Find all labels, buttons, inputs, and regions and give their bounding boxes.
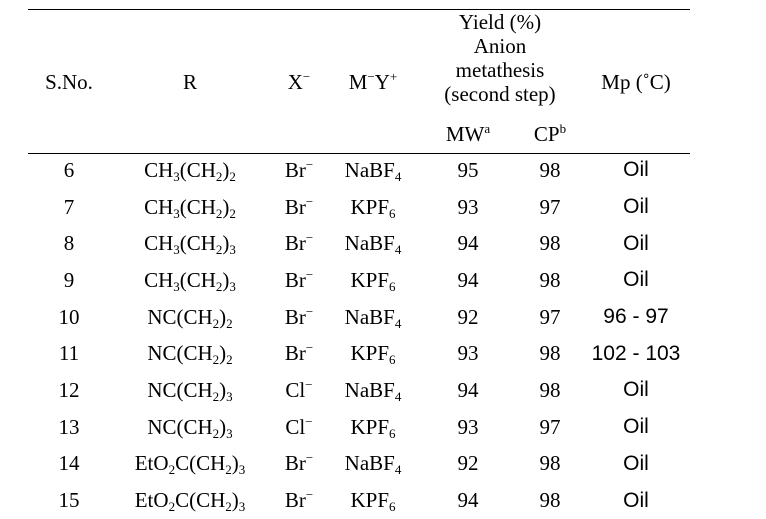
cell-x: Br−: [284, 230, 314, 256]
cell-cp: 98: [539, 488, 561, 513]
cell-mp: Oil: [623, 378, 649, 402]
cell-r: EtO2C(CH2)3: [134, 488, 246, 515]
cell-metal-salt: NaBF4: [344, 377, 402, 404]
cell-mw: 92: [457, 304, 479, 329]
cell-metal-salt: KPF6: [350, 267, 396, 294]
table-row: 10 NC(CH2)2 Br− NaBF4 92 97 96 - 97: [28, 299, 690, 336]
cell-sno: 14: [58, 451, 80, 476]
cell-mw: 94: [457, 488, 479, 513]
cell-cp: 98: [539, 377, 561, 402]
cell-x: Br−: [284, 450, 314, 476]
cell-mw: 93: [457, 414, 479, 439]
cell-x: Br−: [284, 487, 314, 513]
header-mp: Mp (˚C): [601, 70, 671, 94]
cell-sno: 9: [63, 267, 75, 292]
cell-sno: 11: [58, 341, 80, 366]
cell-r: NC(CH2)2: [147, 304, 233, 331]
cell-mw: 94: [457, 377, 479, 402]
cell-mp: Oil: [623, 415, 649, 439]
cell-r: CH3(CH2)3: [144, 267, 236, 294]
cell-metal-salt: NaBF4: [344, 157, 402, 184]
header-metal-salt: M−Y+: [348, 69, 398, 94]
cell-r: CH3(CH2)2: [144, 157, 236, 184]
cell-cp: 98: [539, 157, 561, 182]
cell-metal-salt: KPF6: [350, 414, 396, 441]
cell-mw: 94: [457, 231, 479, 256]
table-row: 13 NC(CH2)3 Cl− KPF6 93 97 Oil: [28, 409, 690, 446]
cell-sno: 7: [63, 194, 75, 219]
cell-mw: 93: [457, 194, 479, 219]
cell-cp: 97: [539, 304, 561, 329]
cell-sno: 12: [58, 377, 80, 402]
cell-r: CH3(CH2)2: [144, 194, 236, 221]
cell-metal-salt: NaBF4: [344, 231, 402, 258]
cell-x: Br−: [284, 303, 314, 329]
header-r: R: [182, 70, 197, 94]
cell-mp: Oil: [623, 451, 649, 475]
cell-sno: 13: [58, 414, 80, 439]
cell-x: Br−: [284, 340, 314, 366]
header-yield-line2: Anion: [473, 34, 527, 58]
header-sno: S.No.: [45, 70, 93, 94]
header-yield: Yield (%) Anion metathesis (second step): [418, 10, 582, 106]
cell-mp: Oil: [623, 268, 649, 292]
cell-cp: 98: [539, 451, 561, 476]
cell-mp: Oil: [623, 231, 649, 255]
cell-cp: 98: [539, 341, 561, 366]
cell-cp: 97: [539, 194, 561, 219]
cell-mp: Oil: [623, 195, 649, 219]
header-cp: CPb: [533, 121, 567, 146]
table-top-rule: [28, 9, 690, 10]
cell-cp: 98: [539, 231, 561, 256]
table-row: 15 EtO2C(CH2)3 Br− KPF6 94 98 Oil: [28, 482, 690, 519]
cell-r: NC(CH2)3: [147, 377, 233, 404]
header-yield-line3: metathesis: [455, 58, 545, 82]
table-row: 11 NC(CH2)2 Br− KPF6 93 98 102 - 103: [28, 335, 690, 372]
cell-metal-salt: NaBF4: [344, 304, 402, 331]
cell-mw: 94: [457, 267, 479, 292]
table-row: 9 CH3(CH2)3 Br− KPF6 94 98 Oil: [28, 262, 690, 299]
cell-r: CH3(CH2)3: [144, 231, 236, 258]
cell-metal-salt: NaBF4: [344, 451, 402, 478]
cell-sno: 6: [63, 157, 75, 182]
cell-mp: 96 - 97: [603, 305, 669, 329]
cell-sno: 8: [63, 231, 75, 256]
cell-r: NC(CH2)2: [147, 341, 233, 368]
cell-r: EtO2C(CH2)3: [134, 451, 246, 478]
cell-cp: 97: [539, 414, 561, 439]
cell-sno: 10: [58, 304, 80, 329]
header-yield-line1: Yield (%): [458, 10, 542, 34]
data-table: 6 CH3(CH2)2 Br− NaBF4 95 98 Oil 7 CH3(CH2)2 Br− KP…: [28, 152, 690, 519]
table-row: 12 NC(CH2)3 Cl− NaBF4 94 98 Oil: [28, 372, 690, 409]
cell-mw: 92: [457, 451, 479, 476]
cell-mp: 102 - 103: [591, 341, 681, 365]
cell-sno: 15: [58, 488, 80, 513]
cell-metal-salt: KPF6: [350, 488, 396, 515]
cell-x: Cl−: [285, 413, 313, 439]
header-x: X−: [287, 69, 311, 94]
table-row: 7 CH3(CH2)2 Br− KPF6 93 97 Oil: [28, 189, 690, 226]
cell-cp: 98: [539, 267, 561, 292]
cell-r: NC(CH2)3: [147, 414, 233, 441]
header-bottom-rule: [28, 153, 690, 154]
table-row: 14 EtO2C(CH2)3 Br− NaBF4 92 98 Oil: [28, 446, 690, 483]
cell-x: Br−: [284, 156, 314, 182]
cell-mw: 93: [457, 341, 479, 366]
cell-mp: Oil: [623, 488, 649, 512]
cell-x: Br−: [284, 193, 314, 219]
header-yield-line4: (second step): [444, 82, 556, 106]
header-mw: MWa: [445, 121, 491, 146]
table-row: 6 CH3(CH2)2 Br− NaBF4 95 98 Oil: [28, 152, 690, 189]
cell-metal-salt: KPF6: [350, 341, 396, 368]
cell-x: Br−: [284, 266, 314, 292]
table-row: 8 CH3(CH2)3 Br− NaBF4 94 98 Oil: [28, 225, 690, 262]
cell-mw: 95: [457, 157, 479, 182]
cell-metal-salt: KPF6: [350, 194, 396, 221]
cell-x: Cl−: [285, 376, 313, 402]
cell-mp: Oil: [623, 158, 649, 182]
